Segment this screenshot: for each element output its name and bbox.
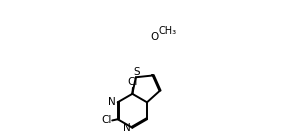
Text: N: N xyxy=(123,123,131,133)
Text: Cl: Cl xyxy=(101,116,111,125)
Text: Cl: Cl xyxy=(128,77,138,87)
Text: CH₃: CH₃ xyxy=(159,26,177,36)
Text: N: N xyxy=(109,97,116,107)
Text: S: S xyxy=(133,67,140,77)
Text: O: O xyxy=(151,32,159,42)
